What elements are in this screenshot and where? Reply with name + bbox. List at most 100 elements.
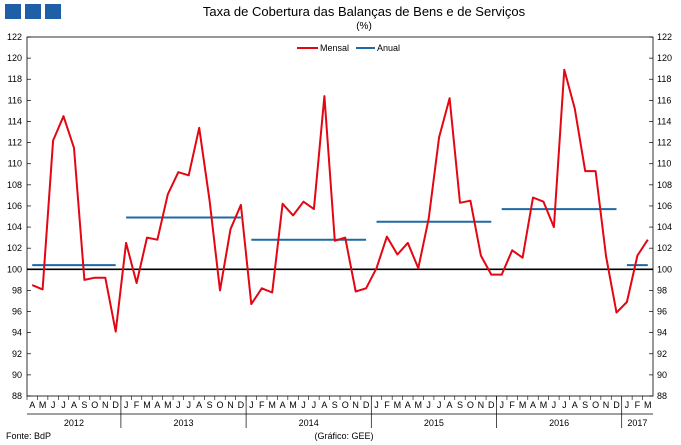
month-label: A xyxy=(71,400,77,410)
month-label: D xyxy=(238,400,245,410)
y-tick-label: 112 xyxy=(8,138,22,148)
month-label: M xyxy=(519,400,527,410)
month-label: O xyxy=(342,400,349,410)
y-tick-label: 122 xyxy=(657,32,672,42)
y-tick-label: 104 xyxy=(7,222,22,232)
chart-unit: (%) xyxy=(356,21,372,32)
y-tick-label: 118 xyxy=(8,74,22,84)
chart-title: Taxa de Cobertura das Balanças de Bens e… xyxy=(203,4,526,19)
month-label: N xyxy=(478,400,485,410)
month-label: J xyxy=(426,400,431,410)
year-label: 2012 xyxy=(64,418,84,428)
y-tick-label: 116 xyxy=(657,95,671,105)
month-label: A xyxy=(280,400,286,410)
month-label: S xyxy=(81,400,87,410)
annual-series xyxy=(32,208,648,267)
month-label: A xyxy=(154,400,160,410)
month-label: J xyxy=(186,400,191,410)
month-label: M xyxy=(415,400,423,410)
y-tick-label: 118 xyxy=(657,74,671,84)
y-tick-label: 90 xyxy=(12,370,22,380)
y-tick-label: 96 xyxy=(12,307,22,317)
month-label: J xyxy=(437,400,442,410)
month-label: J xyxy=(51,400,56,410)
month-label: M xyxy=(143,400,151,410)
y-tick-label: 106 xyxy=(657,201,672,211)
y-tick-label: 100 xyxy=(657,264,672,274)
month-label: D xyxy=(613,400,620,410)
y-tick-label: 120 xyxy=(7,53,22,63)
month-label: A xyxy=(405,400,411,410)
month-label: D xyxy=(363,400,370,410)
year-label: 2015 xyxy=(424,418,444,428)
y-tick-label: 98 xyxy=(657,285,667,295)
y-tick-label: 112 xyxy=(657,138,671,148)
month-label: J xyxy=(61,400,66,410)
y-tick-label: 100 xyxy=(7,264,22,274)
month-label: N xyxy=(352,400,359,410)
legend-label-mensal: Mensal xyxy=(320,43,349,53)
y-tick-label: 122 xyxy=(7,32,22,42)
logo-block xyxy=(45,4,61,19)
month-label: D xyxy=(112,400,119,410)
month-label: J xyxy=(249,400,254,410)
month-label: J xyxy=(176,400,181,410)
month-label: A xyxy=(447,400,453,410)
month-label: J xyxy=(312,400,317,410)
y-tick-label: 120 xyxy=(657,53,672,63)
month-label: O xyxy=(91,400,98,410)
y-tick-label: 108 xyxy=(657,180,672,190)
year-label: 2014 xyxy=(299,418,319,428)
y-tick-label: 104 xyxy=(657,222,672,232)
month-label: O xyxy=(467,400,474,410)
y-axis-right: 88 90 92 94 96 98 100 102 104 106 108 110 112 114 116 1… xyxy=(657,32,672,401)
month-label: S xyxy=(457,400,463,410)
month-label: D xyxy=(488,400,495,410)
month-label: M xyxy=(540,400,548,410)
y-tick-label: 102 xyxy=(657,243,672,253)
year-label: 2017 xyxy=(627,418,647,428)
month-label: M xyxy=(289,400,297,410)
plot-frame xyxy=(26,36,654,397)
y-tick-label: 114 xyxy=(657,116,671,126)
month-label: J xyxy=(552,400,557,410)
month-label: J xyxy=(562,400,567,410)
y-tick-label: 92 xyxy=(12,349,22,359)
y-tick-label: 94 xyxy=(657,328,667,338)
month-label: M xyxy=(164,400,172,410)
month-label: A xyxy=(29,400,35,410)
month-label: O xyxy=(217,400,224,410)
month-label: N xyxy=(603,400,610,410)
month-label: J xyxy=(374,400,379,410)
y-tick-label: 102 xyxy=(7,243,22,253)
month-label: A xyxy=(530,400,536,410)
month-label: A xyxy=(321,400,327,410)
footer-source: Fonte: BdP xyxy=(6,431,51,441)
month-label: N xyxy=(102,400,109,410)
logo xyxy=(5,4,61,19)
y-tick-label: 96 xyxy=(657,307,667,317)
year-label: 2013 xyxy=(173,418,193,428)
month-label: S xyxy=(582,400,588,410)
series-line-mensal xyxy=(31,68,649,333)
month-label: A xyxy=(572,400,578,410)
month-label: S xyxy=(332,400,338,410)
logo-block xyxy=(5,4,21,19)
month-label: J xyxy=(625,400,630,410)
y-axis-left: 88 90 92 94 96 98 100 102 104 106 108 110 112 114 116 1… xyxy=(7,32,22,401)
y-tick-label: 114 xyxy=(8,116,22,126)
month-label: F xyxy=(134,400,140,410)
y-tick-label: 92 xyxy=(657,349,667,359)
month-label: N xyxy=(227,400,234,410)
month-label: M xyxy=(39,400,47,410)
y-tick-label: 110 xyxy=(8,159,22,169)
legend: Mensal Anual xyxy=(297,43,400,53)
month-label: J xyxy=(124,400,129,410)
y-tick-label: 110 xyxy=(657,159,671,169)
month-label: J xyxy=(499,400,504,410)
y-tick-label: 106 xyxy=(7,201,22,211)
y-tick-label: 88 xyxy=(657,391,667,401)
logo-block xyxy=(25,4,41,19)
